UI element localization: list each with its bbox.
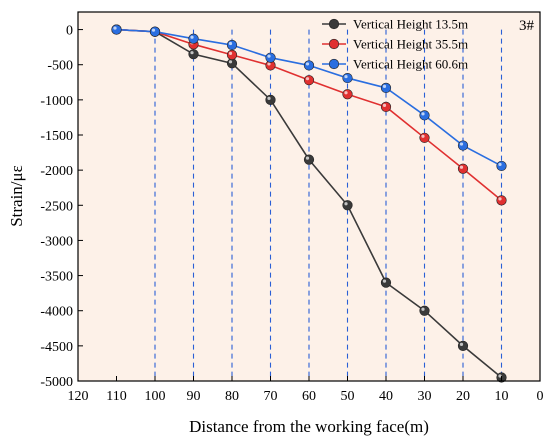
data-point-highlight xyxy=(113,26,117,30)
data-point xyxy=(111,24,122,35)
data-point-highlight xyxy=(267,54,271,58)
data-point-highlight xyxy=(267,62,271,66)
data-point-highlight xyxy=(228,41,233,46)
y-tick-label: -2000 xyxy=(40,164,73,179)
x-tick-label: 110 xyxy=(106,389,126,404)
x-axis: 120 110 100 90 80 70 60 50 40 30 20 10 0 xyxy=(68,376,544,404)
data-point-highlight xyxy=(228,51,233,55)
data-point-highlight xyxy=(305,156,310,160)
y-tick-label: -1500 xyxy=(40,129,73,144)
data-point xyxy=(303,154,315,165)
data-point-highlight xyxy=(190,51,194,55)
data-point-highlight xyxy=(498,162,502,167)
legend: Vertical Height 13.5m Vertical Height 35.… xyxy=(322,17,468,72)
y-tick-label: -2500 xyxy=(40,199,73,214)
data-point xyxy=(457,140,469,151)
legend-label: Vertical Height 13.5m xyxy=(353,17,468,32)
series-layer xyxy=(111,24,507,383)
x-tick-label: 120 xyxy=(68,389,89,404)
x-tick-label: 40 xyxy=(379,389,393,404)
x-tick-label: 90 xyxy=(187,389,201,404)
legend-marker xyxy=(328,58,340,70)
data-point xyxy=(380,277,392,288)
data-point-highlight xyxy=(305,62,310,66)
y-axis-title: Strain/με xyxy=(7,165,26,227)
data-point xyxy=(149,26,161,37)
data-point xyxy=(265,52,276,63)
y-tick-label: -4500 xyxy=(40,340,73,355)
data-point xyxy=(342,89,353,100)
data-point-highlight xyxy=(459,165,464,169)
data-point xyxy=(457,163,469,174)
data-point xyxy=(303,75,315,86)
y-tick-label: -5000 xyxy=(40,375,73,390)
data-point xyxy=(380,82,392,94)
data-point xyxy=(496,195,507,206)
data-point-highlight xyxy=(382,84,387,89)
data-point-highlight xyxy=(459,342,464,346)
data-point xyxy=(419,132,430,143)
data-point-highlight xyxy=(228,60,233,64)
data-point-highlight xyxy=(267,96,271,100)
x-tick-label: 80 xyxy=(225,389,239,404)
data-point-highlight xyxy=(305,77,310,81)
corner-annotation: 3# xyxy=(519,18,535,34)
legend-marker xyxy=(328,38,340,50)
legend-marker xyxy=(328,18,340,30)
data-point xyxy=(226,49,238,60)
x-tick-label: 20 xyxy=(456,389,470,404)
data-point xyxy=(342,72,353,84)
data-point xyxy=(303,60,315,71)
y-tick-label: -3500 xyxy=(40,270,73,285)
x-tick-label: 50 xyxy=(341,389,355,404)
data-point-highlight xyxy=(344,202,348,206)
data-point-highlight xyxy=(421,112,425,116)
data-point xyxy=(226,39,238,51)
x-tick-label: 60 xyxy=(302,389,316,404)
y-tick-label: -1000 xyxy=(40,94,73,109)
data-point xyxy=(342,200,353,211)
data-point-highlight xyxy=(421,307,425,311)
data-point-highlight xyxy=(498,197,502,201)
data-point-highlight xyxy=(382,103,387,107)
y-axis: 0 -500 -1000 -1500 -2000 -2500 -3000 -3500 -4000… xyxy=(40,24,83,390)
data-point-highlight xyxy=(344,74,348,79)
x-axis-title: Distance from the working face(m) xyxy=(189,417,429,436)
data-point-highlight xyxy=(344,91,348,95)
legend-label: Vertical Height 60.6m xyxy=(353,57,468,72)
y-tick-label: -3000 xyxy=(40,234,73,249)
x-tick-label: 30 xyxy=(418,389,432,404)
data-point xyxy=(188,49,199,60)
data-point xyxy=(419,110,430,121)
x-tick-label: 0 xyxy=(537,389,544,404)
data-point xyxy=(188,33,199,44)
x-tick-label: 10 xyxy=(495,389,509,404)
data-point xyxy=(496,160,507,172)
data-point xyxy=(419,305,430,316)
y-tick-label: -500 xyxy=(47,59,73,74)
data-point-highlight xyxy=(382,279,387,283)
data-point-highlight xyxy=(421,134,425,138)
data-point-highlight xyxy=(498,374,502,378)
data-point xyxy=(265,94,276,105)
data-point xyxy=(457,340,469,351)
data-point-highlight xyxy=(190,35,194,39)
x-tick-label: 100 xyxy=(145,389,166,404)
data-point-highlight xyxy=(459,142,464,146)
x-tick-label: 70 xyxy=(264,389,278,404)
legend-label: Vertical Height 35.5m xyxy=(353,37,468,52)
y-tick-label: -4000 xyxy=(40,305,73,320)
y-tick-label: 0 xyxy=(66,24,73,39)
data-point xyxy=(380,101,392,112)
data-point-highlight xyxy=(151,28,156,32)
